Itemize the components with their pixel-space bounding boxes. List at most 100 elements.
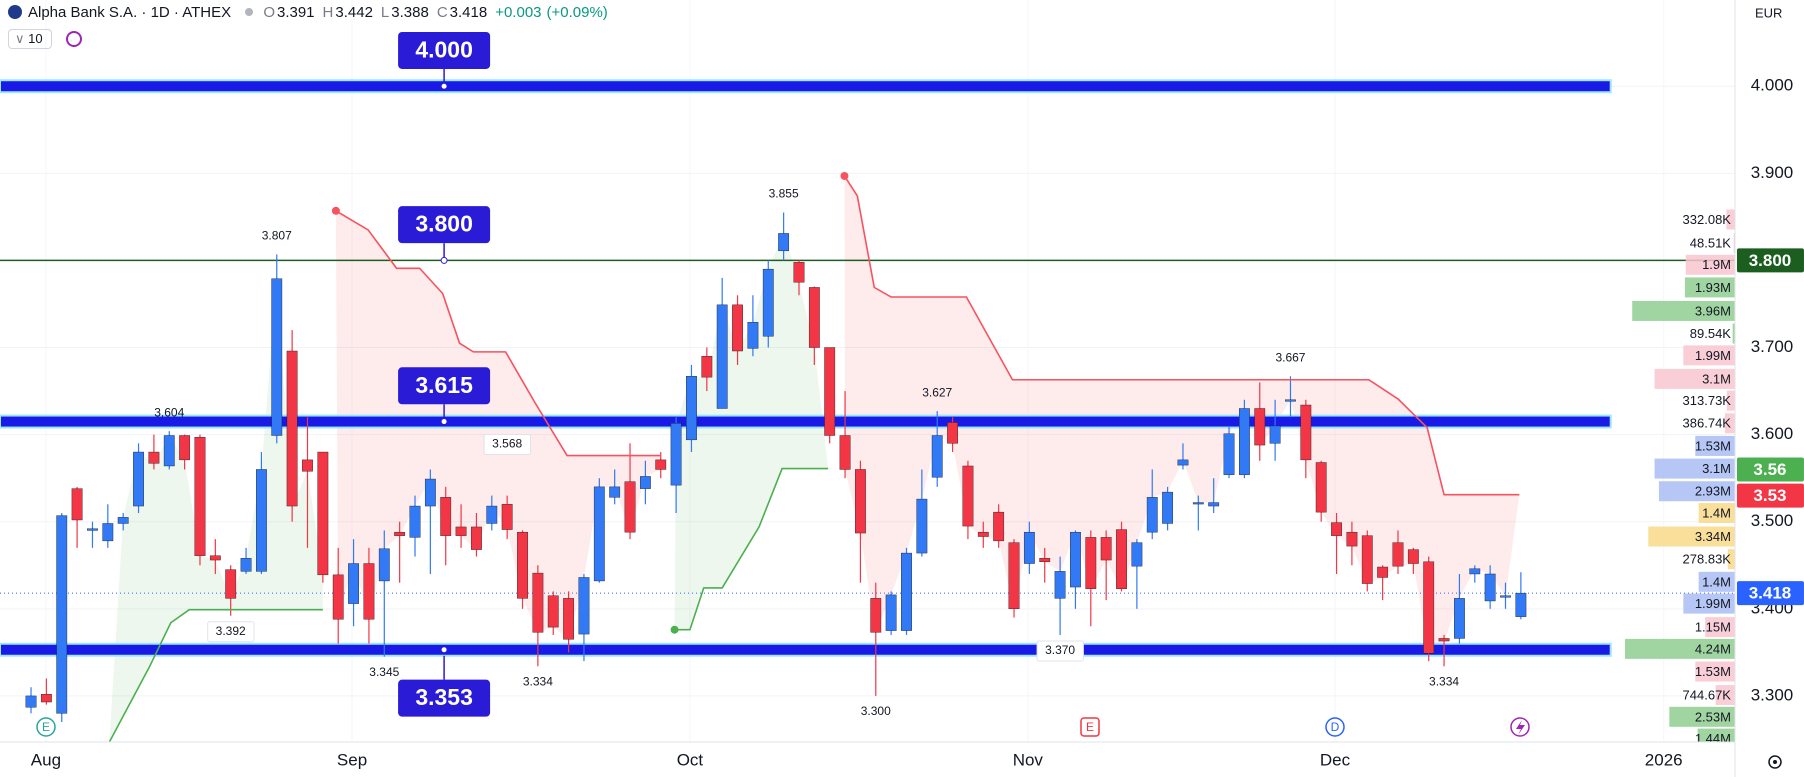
annotation-label: 3.604 [154,405,184,419]
ohlc-value: 3.388 [391,4,429,21]
candle-body [1238,408,1250,475]
y-tick-label: 4.000 [1751,76,1794,95]
candle-body [1208,502,1220,507]
candle-body [102,523,114,542]
volume-profile-bar [1715,685,1735,706]
price-badge [1736,248,1804,273]
annotation-label: 3.334 [1429,674,1459,688]
volume-profile-bar [1648,526,1735,547]
annotation-label: 3.334 [523,674,553,688]
candle-body [1008,542,1020,610]
symbol-title[interactable]: Alpha Bank S.A. · 1D · ATHEX [28,4,232,21]
candle-body [701,356,713,378]
volume-profile-bar [1698,571,1735,592]
candle-body [117,517,129,524]
candle-body [1438,638,1450,642]
candle-body [1039,558,1051,562]
candle-body [1254,408,1266,446]
candle-body [1085,537,1097,589]
ohlc-label: H [322,4,334,21]
candle-body [501,504,513,530]
candle-body [225,569,237,599]
event-icon[interactable] [1080,717,1100,737]
candle-body [1484,573,1496,602]
level-anchor [440,418,448,426]
volume-profile-label: 386.74K [1683,416,1732,431]
candle-body [901,552,912,631]
annotation-box [1036,640,1084,662]
level-label: 3.353 [415,684,473,710]
candle-body [593,486,605,582]
candle-body [1285,399,1296,402]
annotation-label: 3.855 [769,187,799,201]
candle-body [1454,598,1465,639]
annotation-label: 3.807 [262,228,292,242]
candle-body [378,548,390,582]
y-tick-label: 3.600 [1751,424,1794,443]
event-icon[interactable] [36,717,56,737]
candle-body [655,459,667,470]
indicator-input[interactable]: ∨ 10 [8,29,52,49]
change-percent: (+0.09%) [546,4,608,21]
volume-profile-label: 313.73K [1683,393,1732,408]
level-band [0,642,1612,657]
volume-profile-bar [1724,413,1735,434]
candle-body [271,278,283,436]
candle-body [947,422,958,444]
level-label-box [398,31,491,69]
ohlc-value: 3.442 [335,4,373,21]
volume-profile-bar [1695,435,1735,456]
candle-body [732,304,743,352]
candle-body [624,481,636,533]
volume-profile-bar [1658,481,1735,502]
indicator-value: 10 [28,31,43,46]
indicator-row: ∨ 10 [8,29,82,49]
annotation-label: 3.568 [492,437,522,451]
y-tick-label: 3.700 [1751,337,1794,356]
candle-body [716,304,728,409]
candle-body [1315,462,1327,513]
trend-start-dot [840,171,849,180]
candle-body [424,478,436,507]
candle-body [240,558,252,572]
volume-profile-label: 1.15M [1695,620,1731,635]
candle-body [56,515,68,714]
candle-body [547,595,559,628]
candle-body [455,526,467,536]
annotation-box [483,433,531,455]
candle-body [1300,404,1312,461]
volume-profile-label: 1.99M [1695,596,1731,611]
event-icon[interactable] [1325,717,1345,737]
settings-icon[interactable] [1768,755,1782,769]
x-tick-label: Aug [31,750,61,769]
candle-body [1469,568,1481,575]
price-badge-label: 3.53 [1753,486,1786,505]
volume-profile-bar [1654,458,1735,479]
y-tick-label: 3.900 [1751,163,1794,182]
volume-profile-label: 1.53M [1695,664,1731,679]
candle-body [517,531,528,599]
volume-profile-label: 48.51K [1690,235,1732,250]
volume-profile-bar [1624,638,1735,659]
candle-body [578,577,590,635]
candle-body [256,469,267,572]
candle-body [563,598,574,640]
x-tick-label: Dec [1320,750,1351,769]
volume-profile-bar [1683,345,1735,366]
volume-profile-bar [1685,254,1735,275]
refresh-icon[interactable] [65,31,82,47]
annotation-label: 3.627 [922,385,952,399]
volume-profile-label: 1.93M [1695,280,1731,295]
volume-profile-bar [1727,549,1735,570]
currency[interactable]: EUR [1755,5,1782,20]
candle-body [808,287,820,348]
volume-profile-bar [1695,661,1735,682]
candle-body [363,563,375,620]
candle-body [885,594,897,631]
level-anchor [440,646,448,654]
volume-profile-label: 4.24M [1695,641,1731,656]
ohlc-label: L [380,4,390,21]
event-label: D [1331,720,1340,734]
candle-body [286,350,298,507]
volume-profile-label: 1.99M [1695,348,1731,363]
